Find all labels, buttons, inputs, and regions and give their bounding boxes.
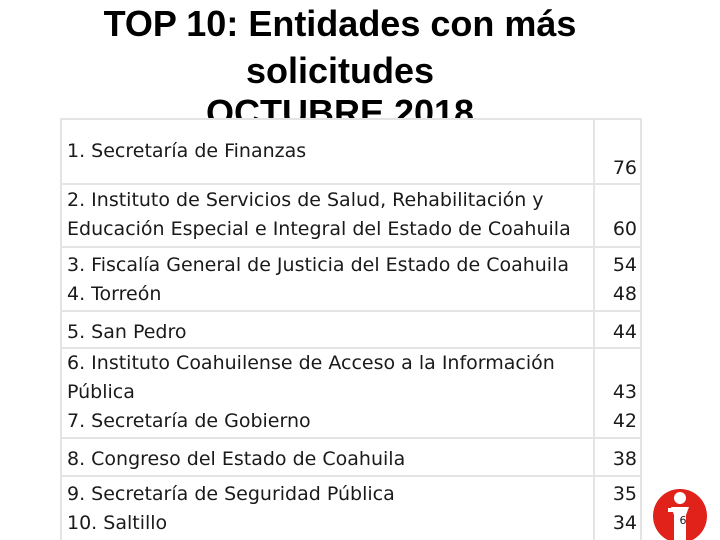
count-cell: 44 bbox=[592, 310, 643, 349]
count-value: 60 bbox=[612, 218, 637, 240]
entity-line: 8. Congreso del Estado de Coahuila bbox=[67, 448, 406, 470]
entity-line: 10. Saltillo bbox=[67, 512, 168, 534]
entity-line: 2. Instituto de Servicios de Salud, Reha… bbox=[67, 189, 544, 211]
count-cell: 60 bbox=[592, 183, 643, 248]
table-row: 3. Fiscalía General de Justicia del Esta… bbox=[60, 246, 643, 312]
count-cell: 35 34 bbox=[592, 475, 643, 540]
entity-line: 9. Secretaría de Seguridad Pública bbox=[67, 483, 395, 505]
entity-line: Pública bbox=[67, 381, 135, 403]
logo-arm bbox=[668, 508, 676, 512]
count-value: 44 bbox=[612, 321, 637, 343]
ranking-table-frame: 1. Secretaría de Finanzas 76 2. Institut… bbox=[60, 118, 643, 540]
count-cell: 54 48 bbox=[592, 246, 643, 312]
entity-line: 7. Secretaría de Gobierno bbox=[67, 410, 311, 432]
count-value: 54 bbox=[612, 254, 637, 276]
entity-line: 5. San Pedro bbox=[67, 321, 187, 343]
entity-cell: 2. Instituto de Servicios de Salud, Reha… bbox=[60, 183, 595, 248]
table-row: 6. Instituto Coahuilense de Acceso a la … bbox=[60, 347, 643, 439]
count-value: 38 bbox=[612, 448, 637, 470]
count-value: 34 bbox=[612, 512, 637, 534]
entity-cell: 6. Instituto Coahuilense de Acceso a la … bbox=[60, 347, 595, 439]
count-value: 42 bbox=[612, 410, 637, 432]
table-row: 8. Congreso del Estado de Coahuila 38 bbox=[60, 437, 643, 477]
entity-cell: 8. Congreso del Estado de Coahuila bbox=[60, 437, 595, 477]
count-cell: 76 bbox=[592, 118, 643, 185]
count-value: 43 bbox=[612, 381, 637, 403]
table-row: 2. Instituto de Servicios de Salud, Reha… bbox=[60, 183, 643, 248]
entity-cell: 9. Secretaría de Seguridad Pública 10. S… bbox=[60, 475, 595, 540]
title-line-1: TOP 10: Entidades con más bbox=[103, 3, 577, 44]
table-row: 1. Secretaría de Finanzas 76 bbox=[60, 118, 643, 185]
table-row: 9. Secretaría de Seguridad Pública 10. S… bbox=[60, 475, 643, 540]
page-number: 6 bbox=[680, 514, 687, 527]
entity-line: 4. Torreón bbox=[67, 283, 162, 305]
ranking-table: 1. Secretaría de Finanzas 76 2. Institut… bbox=[60, 118, 643, 540]
table-row: 5. San Pedro 44 bbox=[60, 310, 643, 349]
title-line-2: solicitudes bbox=[245, 50, 435, 91]
info-person-logo-icon: 6 bbox=[653, 489, 707, 540]
entity-line: 6. Instituto Coahuilense de Acceso a la … bbox=[67, 352, 555, 374]
count-value: 76 bbox=[612, 157, 637, 179]
title-line-3: OCTUBRE 2018 bbox=[205, 94, 475, 119]
count-value: 48 bbox=[612, 283, 637, 305]
logo-mark bbox=[653, 489, 707, 540]
slide-title: TOP 10: Entidades con más solicitudes OC… bbox=[40, 0, 640, 119]
entity-line: Educación Especial e Integral del Estado… bbox=[67, 218, 571, 240]
entity-cell: 3. Fiscalía General de Justicia del Esta… bbox=[60, 246, 595, 312]
title-line-3-clip: OCTUBRE 2018 bbox=[40, 94, 640, 119]
logo-head bbox=[674, 492, 686, 504]
count-cell: 43 42 bbox=[592, 347, 643, 439]
count-cell: 38 bbox=[592, 437, 643, 477]
count-value: 35 bbox=[612, 483, 637, 505]
entity-line: 1. Secretaría de Finanzas bbox=[67, 140, 307, 162]
entity-line: 3. Fiscalía General de Justicia del Esta… bbox=[67, 254, 570, 276]
entity-cell: 1. Secretaría de Finanzas bbox=[60, 118, 595, 185]
logo-body bbox=[671, 507, 689, 540]
entity-cell: 5. San Pedro bbox=[60, 310, 595, 349]
